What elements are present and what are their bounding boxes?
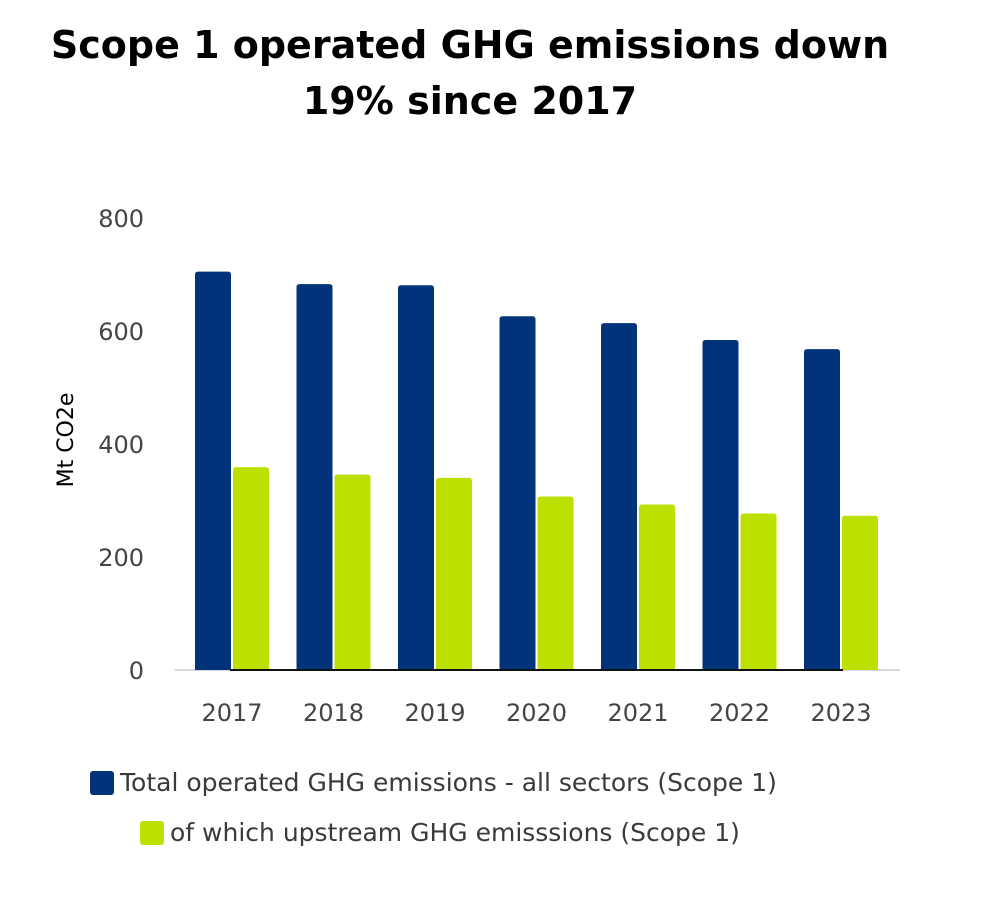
bar-upstream-2020 [537,496,574,670]
y-tick-label: 200 [98,544,144,572]
bar-upstream-2017 [233,467,269,670]
bar-total-2019 [398,285,434,670]
legend-label-upstream: of which upstream GHG emisssions (Scope … [170,818,740,847]
legend-item-total: Total operated GHG emissions - all secto… [90,768,777,797]
x-axis-ticks: 2017 2018 2019 2020 2021 2022 2023 [201,699,871,727]
x-tick-label: 2022 [709,699,770,727]
x-tick-label: 2018 [303,699,364,727]
x-tick-label: 2019 [404,699,465,727]
x-tick-label: 2021 [607,699,668,727]
y-axis-ticks: 0 200 400 600 800 [98,205,144,685]
bars-group [195,271,878,670]
bar-upstream-2018 [334,474,371,670]
y-tick-label: 600 [98,318,144,346]
bar-total-2017 [195,271,231,670]
bar-total-2018 [296,284,333,670]
bar-upstream-2019 [436,477,472,670]
bar-total-2021 [601,323,637,670]
legend-swatch-total [90,770,114,795]
y-tick-label: 400 [98,431,144,459]
bar-upstream-2021 [639,504,675,670]
legend-label-total: Total operated GHG emissions - all secto… [120,768,777,797]
chart-title-line-2: 19% since 2017 [302,79,638,123]
legend-swatch-upstream [140,820,164,845]
bar-upstream-2023 [842,515,878,670]
y-axis-label: Mt CO2e [54,393,79,488]
bar-total-2020 [499,316,536,670]
x-tick-label: 2023 [810,699,871,727]
y-tick-label: 0 [129,657,144,685]
x-tick-label: 2017 [201,699,262,727]
bar-upstream-2022 [740,513,777,670]
y-tick-label: 800 [98,205,144,233]
legend-item-upstream: of which upstream GHG emisssions (Scope … [140,818,740,847]
bar-total-2023 [804,349,840,670]
bar-total-2022 [702,340,739,670]
chart-title-line-1: Scope 1 operated GHG emissions down [50,23,890,67]
x-tick-label: 2020 [506,699,567,727]
